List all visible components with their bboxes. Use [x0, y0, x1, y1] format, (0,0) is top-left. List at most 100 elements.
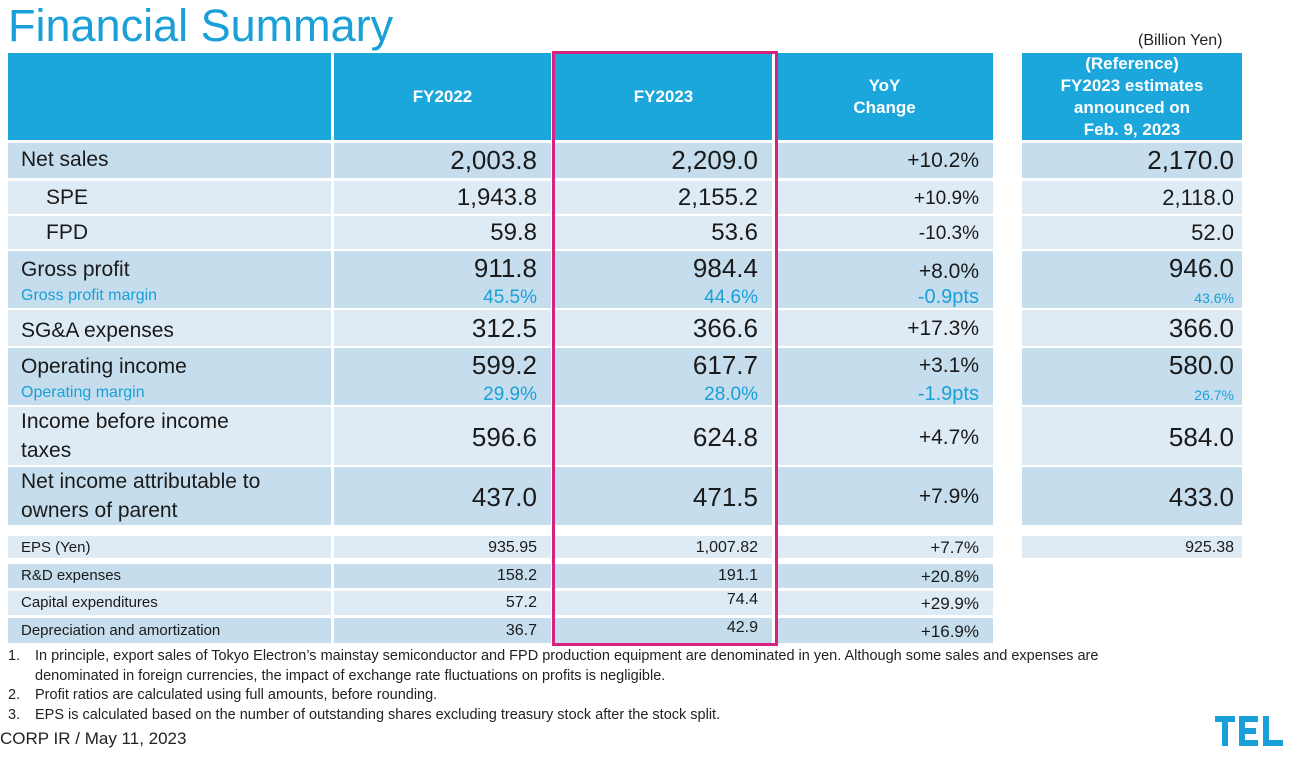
header-fy2023: FY2023: [555, 53, 772, 140]
yoy-margin: -1.9pts: [917, 383, 979, 405]
reference-margin: 26.7%: [1194, 387, 1234, 403]
yoy-cell: +20.8%: [776, 564, 993, 588]
reference-cell: 2,170.0: [1022, 143, 1242, 178]
reference-value: 2,170.0: [1147, 145, 1234, 175]
fy2022-cell: 59.8: [334, 216, 551, 249]
fy2022-cell: 911.8 45.5%: [334, 251, 551, 308]
fy2023-cell: 471.5: [555, 467, 772, 525]
header-reference-line: Feb. 9, 2023: [1083, 119, 1181, 139]
row-label: EPS (Yen): [21, 539, 91, 556]
margin-label: Operating margin: [21, 384, 145, 401]
row-label-line: Income before income: [21, 410, 229, 433]
row-label-line: Net income attributable to: [21, 470, 261, 493]
fy2023-cell: 2,155.2: [555, 181, 772, 214]
header-reference-line: (Reference): [1085, 53, 1179, 73]
fy2023-cell: 617.7 28.0%: [555, 348, 772, 405]
fy2023-value: 53.6: [711, 219, 758, 246]
row-label: SG&A expenses: [21, 319, 174, 342]
reference-cell: 584.0: [1022, 407, 1242, 465]
yoy-value: +20.8%: [920, 567, 979, 586]
footnote-1: 1. In principle, export sales of Tokyo E…: [8, 647, 1098, 686]
footnotes: 1. In principle, export sales of Tokyo E…: [8, 647, 1098, 725]
yoy-value: +8.0%: [918, 260, 979, 283]
row-label-line: owners of parent: [21, 499, 178, 522]
reference-value: 2,118.0: [1162, 185, 1234, 210]
reference-value: 584.0: [1168, 422, 1234, 452]
fy2023-cell: 2,209.0: [555, 143, 772, 178]
fy2022-cell: 312.5: [334, 310, 551, 346]
fy2023-cell: 42.9: [555, 618, 772, 643]
footnote-line: EPS is calculated based on the number of…: [35, 706, 721, 723]
fy2022-cell: 1,943.8: [334, 181, 551, 214]
yoy-value: +10.2%: [907, 149, 979, 172]
fy2022-cell: 2,003.8: [334, 143, 551, 178]
yoy-value: -10.3%: [918, 223, 979, 244]
footnote-2: 2. Profit ratios are calculated using fu…: [8, 686, 1098, 706]
reference-cell: 366.0: [1022, 310, 1242, 346]
yoy-cell: +29.9%: [776, 591, 993, 615]
fy2022-margin: 29.9%: [483, 384, 537, 405]
fy2023-value: 471.5: [692, 482, 758, 512]
fy2022-value: 911.8: [473, 253, 537, 283]
yoy-cell: +17.3%: [776, 310, 993, 346]
header-yoy-change: YoY Change: [776, 53, 993, 140]
reference-margin: 43.6%: [1194, 290, 1234, 306]
tel-logo: [1215, 716, 1283, 746]
row-label: Gross profit: [21, 258, 130, 281]
row-label-cell: Capital expenditures: [8, 591, 331, 615]
fy2023-cell: 984.4 44.6%: [555, 251, 772, 308]
fy2023-margin: 28.0%: [704, 384, 758, 405]
row-label: Depreciation and amortization: [21, 622, 221, 639]
fy2022-cell: 599.2 29.9%: [334, 348, 551, 405]
yoy-cell: +10.9%: [776, 181, 993, 214]
fy2022-cell: 437.0: [334, 467, 551, 525]
yoy-cell: +8.0% -0.9pts: [776, 251, 993, 308]
fy2023-cell: 1,007.82: [555, 536, 772, 558]
fy2022-cell: 935.95: [334, 536, 551, 558]
row-label-cell: FPD: [8, 216, 331, 249]
fy2022-value: 2,003.8: [450, 145, 537, 175]
reference-cell: 580.0 26.7%: [1022, 348, 1242, 405]
fy2022-value: 1,943.8: [456, 184, 537, 211]
footnote-number: 1.: [8, 648, 21, 664]
fy2022-value: 437.0: [471, 482, 537, 512]
row-label: Capital expenditures: [21, 594, 158, 611]
row-label: SPE: [46, 186, 89, 209]
fy2023-value: 984.4: [692, 253, 758, 283]
footnote-number: 2.: [8, 687, 21, 703]
row-label-cell: Gross profit Gross profit margin: [8, 251, 331, 308]
header-reference: (Reference) FY2023 estimates announced o…: [1022, 53, 1242, 140]
yoy-value: +16.9%: [920, 622, 979, 641]
fy2023-cell: 74.4: [555, 591, 772, 615]
fy2022-value: 935.95: [488, 539, 537, 556]
reference-cell: 52.0: [1022, 216, 1242, 249]
reference-value: 52.0: [1191, 220, 1234, 245]
yoy-margin: -0.9pts: [917, 286, 979, 308]
reference-cell: 925.38: [1022, 536, 1242, 558]
row-label-cell: R&D expenses: [8, 564, 331, 588]
fy2022-margin: 45.5%: [483, 287, 537, 308]
fy2022-value: 596.6: [471, 422, 537, 452]
row-label: FPD: [46, 221, 88, 244]
yoy-value: +3.1%: [918, 354, 979, 377]
fy2022-value: 312.5: [471, 313, 537, 343]
row-label-cell: SG&A expenses: [8, 310, 331, 346]
fy2022-cell: 57.2: [334, 591, 551, 615]
unit-label: (Billion Yen): [1138, 32, 1223, 49]
header-yoy-line: Change: [853, 97, 916, 117]
yoy-cell: +4.7%: [776, 407, 993, 465]
row-label-cell: SPE: [8, 181, 331, 214]
footnote-number: 3.: [8, 706, 21, 723]
yoy-value: +29.9%: [920, 594, 979, 613]
row-label-cell: EPS (Yen): [8, 536, 331, 558]
footnote-3: 3. EPS is calculated based on the number…: [8, 706, 1098, 726]
fy2023-value: 1,007.82: [695, 539, 758, 556]
reference-cell: 946.0 43.6%: [1022, 251, 1242, 308]
fy2022-value: 59.8: [490, 219, 537, 246]
reference-cell: 433.0: [1022, 467, 1242, 525]
row-label-cell: Net sales: [8, 143, 331, 178]
reference-value: 580.0: [1168, 350, 1234, 380]
footnote-line: denominated in foreign currencies, the i…: [35, 667, 666, 684]
fy2022-value: 36.7: [505, 622, 537, 639]
yoy-cell: -10.3%: [776, 216, 993, 249]
